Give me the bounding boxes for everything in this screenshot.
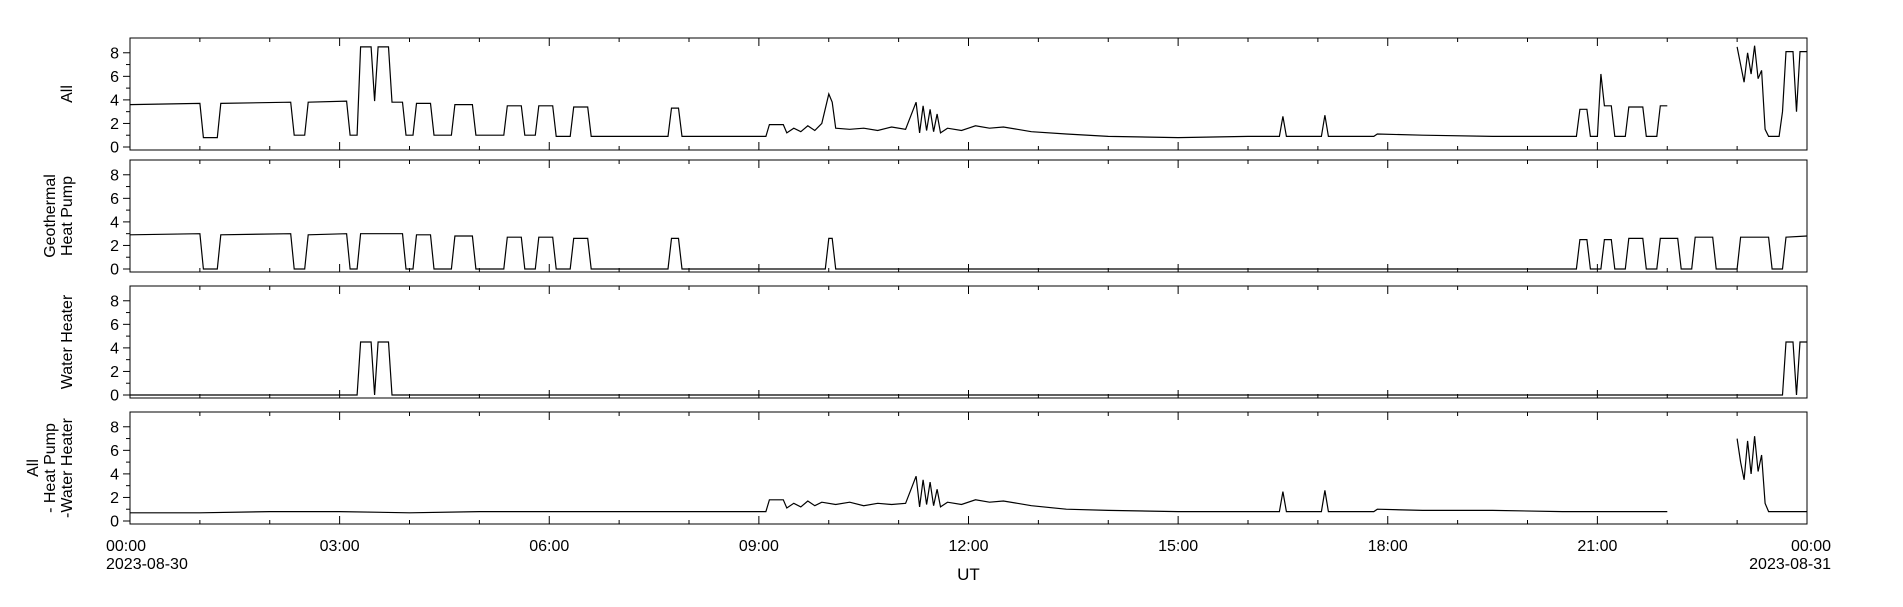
panel-ylabel-line: - Heat Pump (42, 423, 59, 513)
panel-frame (129, 159, 1808, 273)
panel-ylabel-line: -Water Heater (59, 417, 76, 518)
panel-ylabel: All (59, 85, 76, 103)
y-tick-label: 2 (110, 116, 119, 133)
panel-ylabel: Water Heater (59, 294, 76, 389)
y-tick-label: 0 (110, 140, 119, 157)
y-tick-label: 6 (110, 317, 119, 334)
x-tick-date: 2023-08-31 (1749, 556, 1831, 573)
y-tick-label: 8 (110, 45, 119, 62)
series-line (129, 45, 1807, 139)
x-tick-label: 00:00 (1791, 538, 1831, 555)
x-tick-label: 09:00 (739, 538, 779, 555)
x-tick-label: 21:00 (1577, 538, 1617, 555)
y-tick-label: 0 (110, 388, 119, 405)
panel-ylabel-line: Geothermal (42, 174, 59, 258)
panel-ylabel: All- Heat Pump-Water Heater (25, 417, 76, 518)
panel-ylabel-line: Water Heater (59, 294, 76, 389)
x-tick-label: 00:00 (106, 538, 146, 555)
y-tick-label: 4 (110, 214, 119, 231)
series-line (130, 341, 1807, 396)
panel-ylabel-line: All (25, 459, 42, 477)
panel-frame (129, 37, 1808, 151)
x-tick-label: 15:00 (1158, 538, 1198, 555)
y-tick-label: 2 (110, 364, 119, 381)
y-tick-label: 2 (110, 238, 119, 255)
x-tick-label: 06:00 (529, 538, 569, 555)
x-tick-label: 12:00 (948, 538, 988, 555)
series-line (129, 233, 1808, 270)
y-tick-label: 6 (110, 443, 119, 460)
x-axis-title: UT (957, 565, 980, 584)
y-tick-label: 2 (110, 490, 119, 507)
y-tick-label: 8 (110, 167, 119, 184)
y-tick-label: 4 (110, 466, 119, 483)
y-tick-label: 0 (110, 262, 119, 279)
y-tick-label: 4 (110, 92, 119, 109)
x-tick-label: 18:00 (1368, 538, 1408, 555)
x-tick-date: 2023-08-30 (106, 556, 188, 573)
y-tick-label: 6 (110, 69, 119, 86)
panel-ylabel-line: Heat Pump (59, 176, 76, 256)
x-tick-label: 03:00 (320, 538, 360, 555)
y-tick-label: 4 (110, 340, 119, 357)
y-tick-label: 8 (110, 419, 119, 436)
y-tick-label: 8 (110, 293, 119, 310)
panel-frame (129, 411, 1808, 525)
series-line (130, 436, 1807, 514)
y-tick-label: 0 (110, 514, 119, 531)
panel-ylabel: GeothermalHeat Pump (42, 174, 76, 258)
panel-ylabel-line: All (59, 85, 76, 103)
y-tick-label: 6 (110, 191, 119, 208)
